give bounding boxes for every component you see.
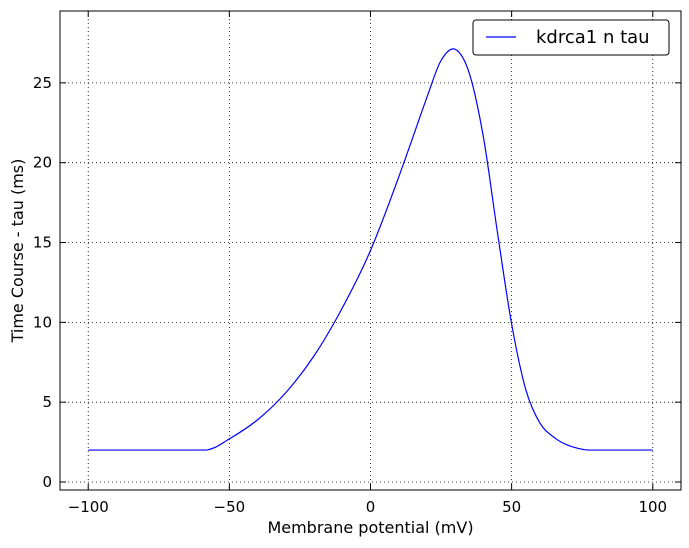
x-tick-label: −100 [68, 498, 109, 516]
series-line-0 [88, 48, 653, 451]
legend-label: kdrca1 n tau [536, 27, 650, 48]
legend-box [472, 19, 670, 56]
y-axis-label: Time Course - tau (ms) [8, 159, 27, 344]
x-tick-label: 0 [366, 498, 376, 516]
y-tick-label: 10 [33, 313, 52, 331]
x-tick-label: 50 [502, 498, 521, 516]
y-tick-label: 5 [42, 393, 52, 411]
x-axis-label: Membrane potential (mV) [267, 518, 473, 537]
ticks [60, 11, 681, 490]
legend: kdrca1 n tau [472, 19, 670, 56]
tick-labels: −100 −50 0 50 100 0 5 10 15 20 25 [33, 74, 667, 516]
y-tick-label: 25 [33, 74, 52, 92]
x-tick-label: 100 [638, 498, 667, 516]
y-tick-label: 0 [42, 473, 52, 491]
x-tick-label: −50 [214, 498, 246, 516]
series-lines [88, 48, 653, 451]
y-tick-label: 15 [33, 234, 52, 252]
y-tick-label: 20 [33, 154, 52, 172]
